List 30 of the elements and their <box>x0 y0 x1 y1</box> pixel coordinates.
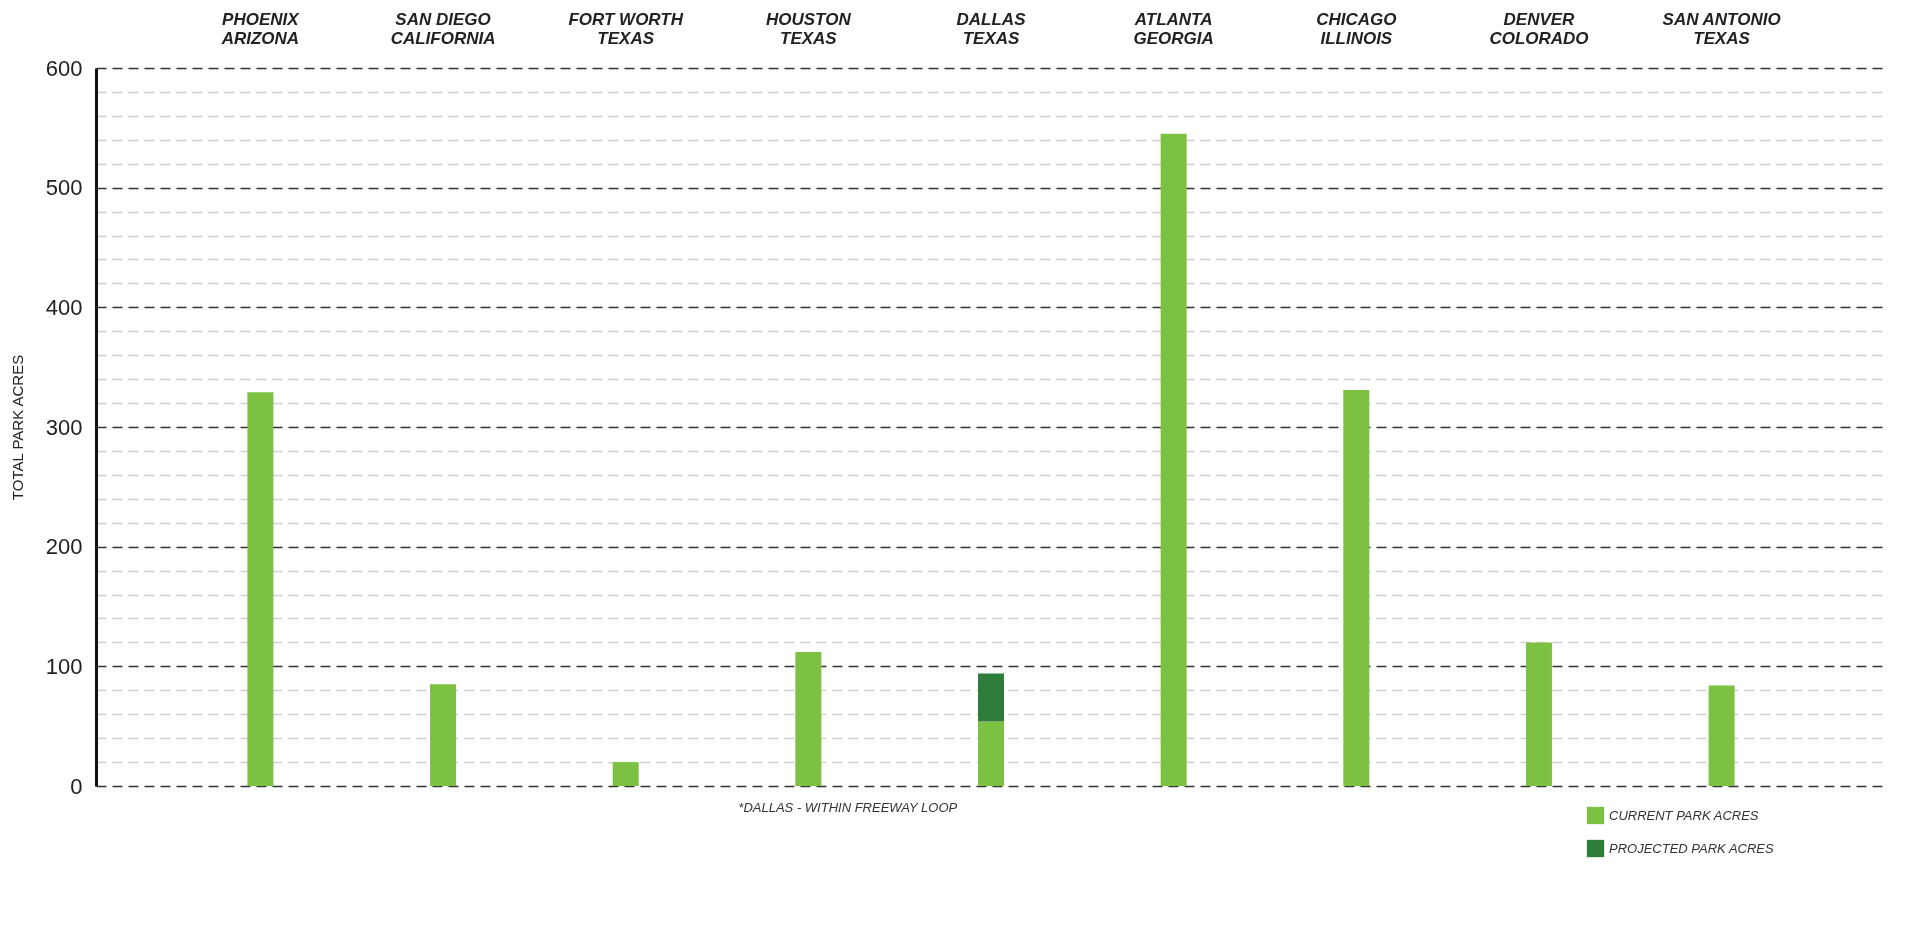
bar <box>1160 133 1187 786</box>
y-tick-label: 0 <box>70 773 83 799</box>
x-tick-label: SAN ANTONIO TEXAS <box>1662 9 1781 48</box>
y-tick-label: 200 <box>45 534 83 560</box>
x-tick-label: DENVER COLORADO <box>1489 9 1589 48</box>
legend-label: CURRENT PARK ACRES <box>1609 807 1759 823</box>
bar <box>612 762 639 786</box>
y-tick-label: 500 <box>45 175 83 201</box>
bar <box>247 392 274 786</box>
bar <box>1708 685 1735 786</box>
bar <box>795 651 822 786</box>
x-tick-label: ATLANTA GEORGIA <box>1133 9 1214 48</box>
y-tick-label: 600 <box>45 55 83 81</box>
x-tick-label: HOUSTON TEXAS <box>766 9 852 48</box>
bar <box>978 721 1004 786</box>
y-tick-label: 300 <box>45 414 83 440</box>
x-tick-label: SAN DIEGO CALIFORNIA <box>390 9 496 48</box>
bar <box>430 684 457 786</box>
legend-label: PROJECTED PARK ACRES <box>1609 840 1775 856</box>
x-tick-label: FORT WORTH TEXAS <box>568 9 684 48</box>
y-tick-label: 100 <box>45 653 83 679</box>
text: *DALLAS - WITHIN FREEWAY LOOP <box>738 800 958 815</box>
x-tick-label: CHICAGO ILLINOIS <box>1316 9 1397 48</box>
bar <box>1343 389 1370 786</box>
x-tick-label: PHOENIX ARIZONA <box>220 9 301 48</box>
y-tick-label: 400 <box>45 294 83 320</box>
bar <box>1525 642 1552 786</box>
x-tick-label: DALLAS TEXAS <box>956 9 1027 48</box>
y-axis-title: TOTAL PARK ACRES <box>8 354 26 501</box>
bar <box>978 673 1004 722</box>
